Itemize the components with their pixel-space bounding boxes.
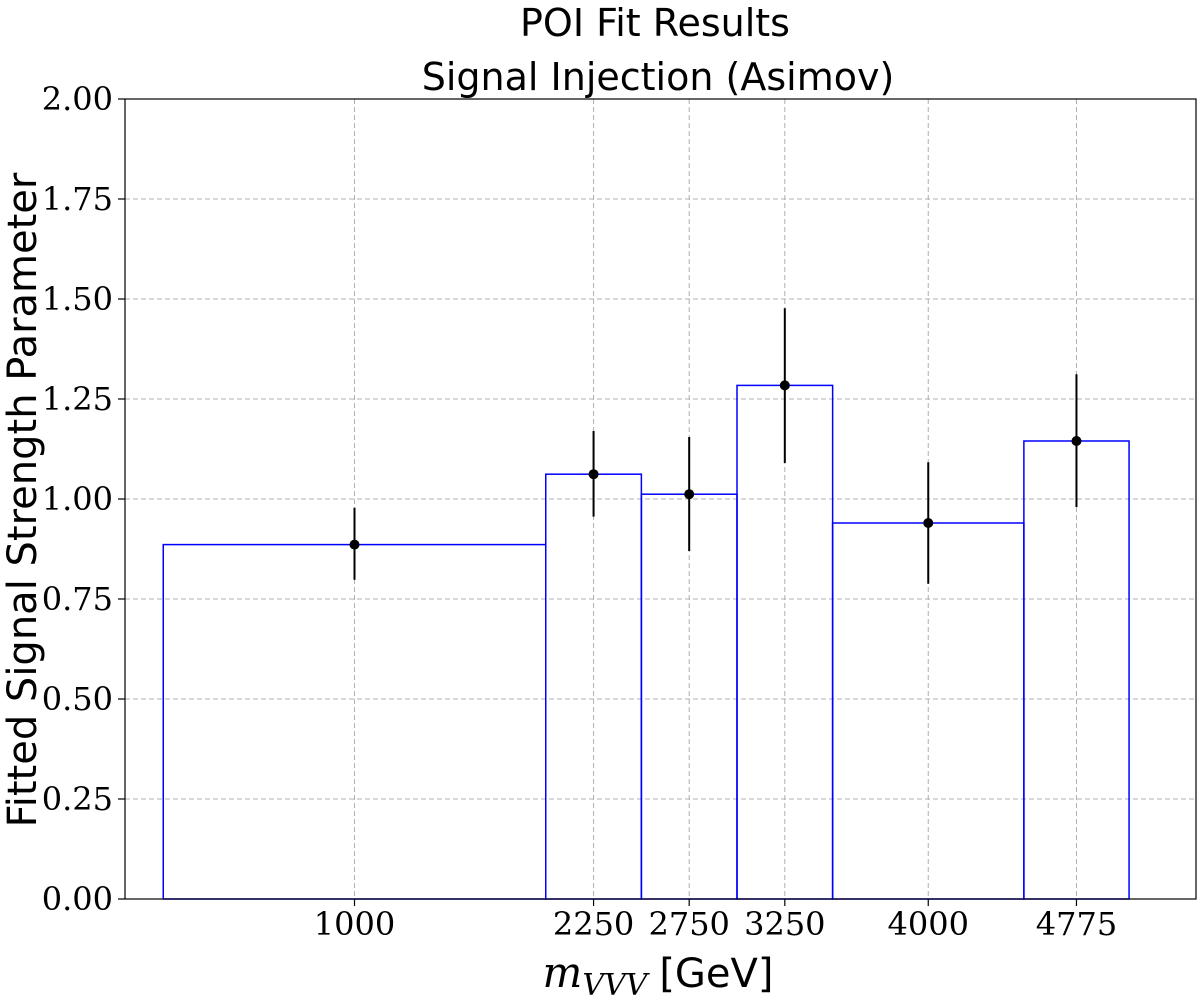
chart-title-line1: POI Fit Results [520,1,790,45]
x-tick-label: 2750 [648,905,729,943]
data-points [349,380,1082,550]
x-tick-label: 4000 [888,905,969,943]
x-tick-label: 2250 [553,905,634,943]
y-tick-label: 2.00 [42,80,113,118]
y-tick-label: 0.00 [42,880,113,918]
y-tick-label: 1.50 [42,280,113,318]
grid-lines [125,98,1196,900]
x-axis-label-subscript: VVV [582,968,650,1000]
x-axis-ticks: 1000 2250 2750 3250 4000 4775 [314,899,1117,943]
y-axis-ticks: 0.00 0.25 0.50 0.75 1.00 1.25 1.50 1.75 2.00 [42,80,125,918]
data-point [684,489,695,500]
x-tick-label: 4775 [1036,905,1117,943]
y-tick-label: 1.25 [42,380,113,418]
y-tick-label: 0.50 [42,680,113,718]
x-tick-label: 1000 [314,905,395,943]
error-bars [353,308,1078,584]
data-point [923,518,934,528]
y-tick-label: 0.75 [42,580,113,618]
x-tick-label: 3250 [744,905,825,943]
y-tick-label: 1.75 [42,180,113,218]
data-point [588,469,599,480]
y-tick-label: 0.25 [42,780,113,818]
y-axis-label: Fitted Signal Strength Parameter [0,172,46,827]
data-point [1071,436,1082,446]
x-axis-label-unit: [GeV] [659,951,773,997]
x-axis-label: mVVV [GeV] [542,948,773,1000]
data-point [779,380,790,391]
histogram-bins [162,384,1130,900]
chart-title-line2: Signal Injection (Asimov) [422,55,895,99]
x-axis-label-variable: m [542,948,582,997]
y-tick-label: 1.00 [42,480,113,518]
data-point [349,539,360,550]
